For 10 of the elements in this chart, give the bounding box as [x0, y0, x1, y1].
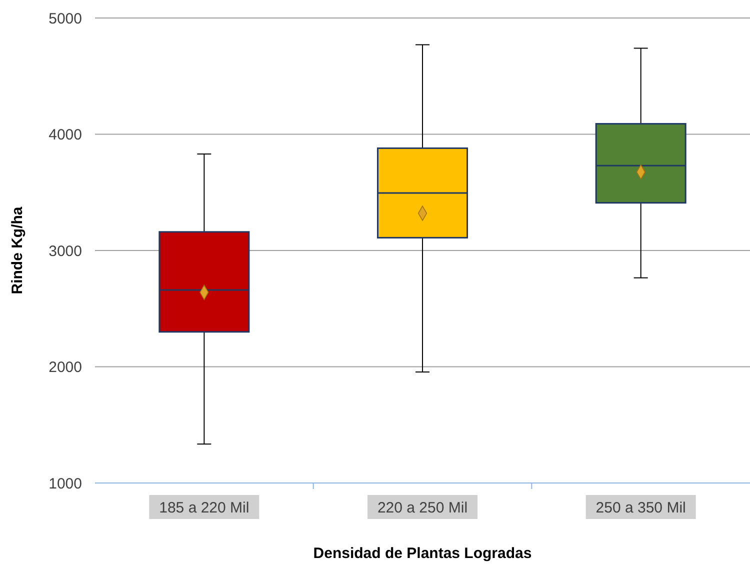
x-tick-label: 185 a 220 Mil: [159, 499, 250, 516]
y-tick-label: 5000: [48, 10, 82, 28]
x-tick-label: 220 a 250 Mil: [377, 499, 468, 516]
y-tick-label: 1000: [48, 475, 82, 492]
x-tick-label: 250 a 350 Mil: [596, 499, 686, 516]
y-tick-label: 2000: [48, 359, 82, 376]
y-axis-title: Rinde Kg/ha: [9, 206, 26, 294]
x-axis-title: Densidad de Plantas Logradas: [313, 545, 532, 562]
y-tick-label: 3000: [48, 242, 82, 260]
y-tick-label: 4000: [48, 126, 82, 144]
